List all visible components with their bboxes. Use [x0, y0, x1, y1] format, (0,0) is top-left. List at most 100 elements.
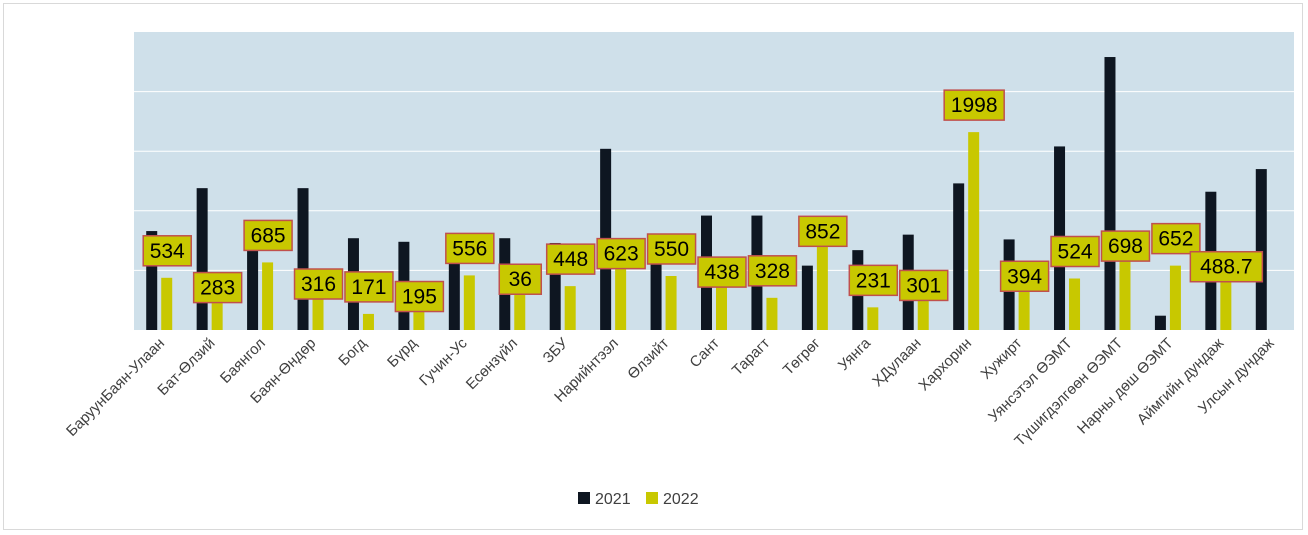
data-label: 1998 — [943, 89, 1005, 121]
bar-2021 — [1255, 169, 1267, 330]
x-tick-labels: БаруунБаян-УлаанБат-ӨлзийБаянголБаян-Өнд… — [63, 334, 1278, 449]
data-label: 534 — [142, 235, 192, 267]
data-label: 685 — [243, 219, 293, 252]
chart-frame: 534 283 685 316 171 195 556 36 448 623 550 438 328 85… — [3, 3, 1303, 530]
bar-2022 — [564, 286, 576, 330]
data-label-text: 231 — [856, 269, 891, 292]
legend-label-2021: 2021 — [595, 491, 631, 508]
bar-2022 — [867, 307, 879, 330]
data-label-box — [596, 237, 646, 270]
x-tick-label: Богд — [335, 335, 370, 370]
legend-swatch-2021 — [578, 492, 590, 504]
data-label-text: 283 — [200, 277, 235, 300]
data-label-text: 438 — [704, 261, 739, 284]
data-label-box — [545, 243, 596, 275]
bar-2022 — [1018, 291, 1030, 330]
x-tick-label: Баянгол — [217, 335, 269, 387]
bar-2021 — [297, 188, 309, 330]
data-label: 556 — [445, 232, 495, 265]
data-label-box — [1189, 250, 1264, 283]
data-label: 171 — [344, 271, 394, 303]
data-label-text: 550 — [654, 238, 689, 261]
x-tick-label: Уянга — [835, 334, 875, 374]
bar-2022 — [615, 268, 627, 330]
x-tick-label: БаруунБаян-Улаан — [63, 335, 168, 440]
data-label: 231 — [848, 264, 899, 297]
data-label: 488.7 — [1189, 250, 1264, 283]
bar-2022 — [716, 287, 727, 330]
data-label-text: 623 — [604, 243, 639, 266]
bar-2021 — [1104, 57, 1116, 330]
data-label-text: 448 — [553, 248, 588, 271]
bar-2022 — [262, 262, 274, 330]
data-label-box — [999, 260, 1050, 293]
x-tick-label: Өлзийт — [624, 335, 672, 383]
bar-2021 — [549, 242, 561, 330]
data-label: 394 — [999, 260, 1050, 293]
data-label-text: 698 — [1108, 235, 1143, 258]
data-label: 438 — [697, 256, 747, 288]
data-label: 283 — [192, 271, 243, 304]
bar-2021 — [1154, 315, 1166, 330]
data-label-box — [293, 268, 344, 300]
data-label-box — [445, 232, 495, 265]
x-tick-label: Хужирт — [978, 335, 1026, 383]
data-label: 524 — [1050, 235, 1100, 268]
x-tick-label: Нарны дөш ӨЭМТ — [1074, 335, 1177, 438]
data-label-box — [898, 269, 949, 302]
data-label: 316 — [293, 268, 344, 300]
data-label-text: 488.7 — [1200, 256, 1253, 279]
data-label: 623 — [596, 237, 646, 270]
data-label-text: 852 — [805, 220, 840, 243]
bar-2022 — [1119, 261, 1131, 330]
data-labels: 534 283 685 316 171 195 556 36 448 623 550 438 328 85… — [142, 89, 1264, 313]
data-label: 328 — [747, 255, 798, 287]
data-label-box — [192, 271, 243, 304]
bar-2022 — [463, 275, 475, 330]
data-label-text: 328 — [755, 260, 790, 283]
x-tick-label: Есөнзүйл — [463, 335, 521, 393]
data-label: 852 — [798, 215, 848, 248]
bar-2021 — [146, 231, 158, 330]
data-label: 550 — [646, 233, 697, 265]
data-label-box — [943, 89, 1005, 121]
data-label-box — [243, 219, 293, 252]
data-label: 195 — [394, 280, 445, 313]
bar-2022 — [968, 132, 980, 330]
x-tick-label: Сант — [686, 335, 723, 372]
bar-2022 — [211, 302, 223, 330]
bar-2022 — [665, 276, 677, 330]
legend: 2021 2022 — [578, 491, 699, 508]
x-tick-label: Төгрөг — [780, 334, 824, 378]
data-label-box — [798, 215, 848, 248]
data-label-text: 534 — [150, 240, 185, 263]
data-label-box — [1151, 222, 1201, 255]
bar-2022 — [514, 294, 526, 330]
x-tick-label: ЗБУ — [540, 334, 572, 366]
data-label-box — [1050, 235, 1100, 268]
data-label: 301 — [898, 269, 949, 302]
data-label-text: 394 — [1007, 265, 1042, 288]
data-label-box — [344, 271, 394, 303]
bar-2021 — [247, 244, 259, 330]
bar-2022 — [1169, 265, 1181, 330]
bar-2021 — [448, 241, 460, 330]
x-tick-label: Аймгийн дундаж — [1134, 335, 1227, 428]
data-label-box — [697, 256, 747, 288]
data-label-text: 301 — [906, 274, 941, 297]
x-tick-label: Тарагт — [729, 335, 774, 380]
x-tick-label: Бүрд — [384, 335, 420, 371]
data-label-text: 1998 — [951, 94, 998, 117]
data-label-text: 36 — [509, 268, 532, 291]
bar-2022 — [413, 311, 425, 330]
bar-2021 — [196, 188, 208, 330]
data-label-text: 195 — [402, 286, 437, 309]
legend-label-2022: 2022 — [663, 491, 699, 508]
bar-2022 — [362, 313, 374, 330]
data-label-box — [1100, 230, 1151, 262]
data-label-box — [646, 233, 697, 265]
x-tick-label: Хархорин — [915, 335, 975, 395]
data-label: 698 — [1100, 230, 1151, 262]
data-label-text: 171 — [351, 276, 386, 299]
bar-2021 — [953, 183, 965, 330]
